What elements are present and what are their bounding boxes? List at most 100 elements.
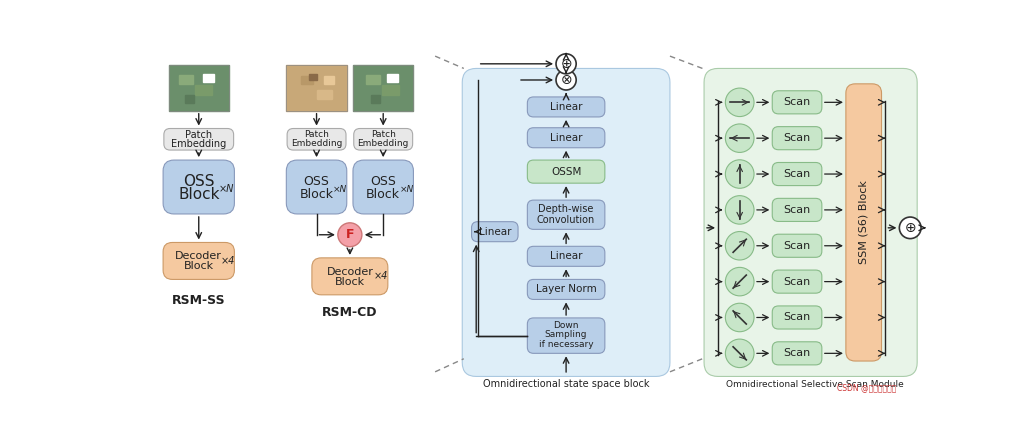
- Bar: [195, 84, 212, 95]
- Text: Omnidirectional Selective Scan Module: Omnidirectional Selective Scan Module: [725, 380, 904, 389]
- Text: Decoder: Decoder: [326, 267, 374, 277]
- Circle shape: [725, 160, 754, 188]
- Bar: [366, 75, 380, 84]
- Text: ×4: ×4: [220, 256, 234, 266]
- Circle shape: [725, 232, 754, 260]
- FancyBboxPatch shape: [527, 128, 605, 148]
- FancyBboxPatch shape: [527, 200, 605, 229]
- FancyBboxPatch shape: [353, 160, 414, 214]
- Text: Linear: Linear: [550, 251, 582, 261]
- Text: SSM (S6) Block: SSM (S6) Block: [859, 180, 869, 264]
- FancyBboxPatch shape: [772, 126, 821, 150]
- Text: Convolution: Convolution: [537, 215, 595, 225]
- FancyBboxPatch shape: [846, 84, 881, 361]
- Text: Embedding: Embedding: [357, 139, 409, 149]
- Bar: [382, 84, 398, 95]
- FancyBboxPatch shape: [772, 198, 821, 221]
- Circle shape: [725, 339, 754, 368]
- Circle shape: [725, 196, 754, 224]
- Bar: [353, 65, 414, 111]
- FancyBboxPatch shape: [472, 222, 518, 242]
- FancyBboxPatch shape: [772, 270, 821, 293]
- Text: Depth-wise: Depth-wise: [539, 204, 593, 214]
- Text: ⊕: ⊕: [904, 221, 916, 235]
- FancyBboxPatch shape: [772, 342, 821, 365]
- Text: if necessary: if necessary: [539, 340, 593, 349]
- Bar: [317, 90, 332, 99]
- Text: F: F: [346, 228, 354, 241]
- Text: Linear: Linear: [550, 133, 582, 143]
- FancyBboxPatch shape: [527, 279, 605, 299]
- Text: Block: Block: [184, 261, 214, 271]
- Circle shape: [337, 223, 362, 247]
- Text: Layer Norm: Layer Norm: [536, 285, 596, 294]
- Text: Block: Block: [366, 188, 400, 201]
- Text: Down: Down: [553, 321, 579, 330]
- Text: Embedding: Embedding: [171, 139, 226, 149]
- Text: Scan: Scan: [783, 277, 811, 286]
- Circle shape: [725, 124, 754, 152]
- Text: Scan: Scan: [783, 205, 811, 215]
- Text: OSS: OSS: [183, 174, 215, 189]
- FancyBboxPatch shape: [772, 91, 821, 114]
- Text: Scan: Scan: [783, 169, 811, 179]
- Text: OSS: OSS: [303, 175, 329, 188]
- Text: OSS: OSS: [370, 175, 396, 188]
- Text: Scan: Scan: [783, 133, 811, 143]
- Bar: [370, 95, 380, 103]
- Text: Patch: Patch: [370, 130, 395, 139]
- Bar: [301, 76, 313, 84]
- Circle shape: [556, 54, 576, 74]
- Bar: [180, 75, 193, 84]
- FancyBboxPatch shape: [164, 129, 233, 150]
- Bar: [202, 74, 215, 81]
- Text: ×N: ×N: [219, 184, 234, 194]
- Text: CSDN @买报的大地主: CSDN @买报的大地主: [837, 383, 896, 392]
- FancyBboxPatch shape: [286, 160, 347, 214]
- Circle shape: [725, 267, 754, 296]
- Bar: [309, 74, 317, 80]
- Text: RSM-CD: RSM-CD: [322, 306, 378, 319]
- FancyBboxPatch shape: [527, 97, 605, 117]
- Circle shape: [899, 217, 921, 239]
- Text: Embedding: Embedding: [291, 139, 343, 149]
- FancyBboxPatch shape: [772, 306, 821, 329]
- Text: ×N: ×N: [332, 185, 347, 194]
- Text: Scan: Scan: [783, 97, 811, 107]
- Text: Block: Block: [299, 188, 333, 201]
- Text: Linear: Linear: [550, 102, 582, 112]
- Text: Scan: Scan: [783, 241, 811, 251]
- Text: Scan: Scan: [783, 348, 811, 358]
- Text: Decoder: Decoder: [175, 251, 222, 261]
- Text: Linear: Linear: [479, 227, 511, 236]
- FancyBboxPatch shape: [772, 163, 821, 186]
- Text: ⊕: ⊕: [560, 57, 572, 71]
- Text: RSM-SS: RSM-SS: [172, 294, 226, 308]
- Bar: [185, 95, 194, 103]
- Text: Sampling: Sampling: [545, 330, 587, 339]
- Text: Patch: Patch: [185, 130, 213, 140]
- Circle shape: [725, 88, 754, 117]
- FancyBboxPatch shape: [772, 234, 821, 257]
- Text: Block: Block: [334, 277, 365, 287]
- Circle shape: [725, 303, 754, 332]
- FancyBboxPatch shape: [527, 246, 605, 267]
- Text: Omnidirectional state space block: Omnidirectional state space block: [483, 379, 649, 389]
- Text: Patch: Patch: [304, 130, 329, 139]
- FancyBboxPatch shape: [354, 129, 413, 150]
- Circle shape: [556, 70, 576, 90]
- Text: ⊗: ⊗: [560, 73, 572, 87]
- Bar: [286, 65, 347, 111]
- FancyBboxPatch shape: [287, 129, 346, 150]
- FancyBboxPatch shape: [163, 243, 234, 279]
- Text: OSSM: OSSM: [551, 167, 581, 177]
- Bar: [387, 74, 398, 81]
- FancyBboxPatch shape: [704, 69, 917, 377]
- FancyBboxPatch shape: [462, 69, 670, 377]
- Bar: [324, 76, 333, 84]
- Text: ×N: ×N: [399, 185, 414, 194]
- Text: ×4: ×4: [374, 271, 388, 282]
- FancyBboxPatch shape: [163, 160, 234, 214]
- Bar: [168, 65, 229, 111]
- Text: Block: Block: [178, 187, 220, 202]
